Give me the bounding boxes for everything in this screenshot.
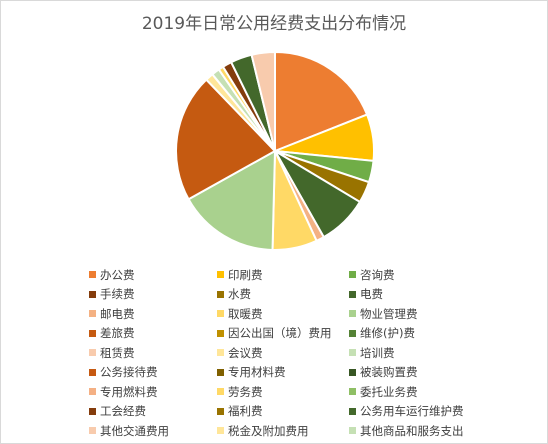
legend-label: 邮电费 bbox=[100, 306, 135, 321]
legend-swatch bbox=[89, 368, 96, 376]
legend-label: 其他商品和服务支出 bbox=[360, 423, 464, 438]
legend-item-6: 邮电费 bbox=[89, 304, 217, 324]
legend-item-14: 培训费 bbox=[349, 343, 547, 363]
legend-item-24: 其他交通费用 bbox=[89, 421, 217, 441]
legend-item-16: 专用材料费 bbox=[217, 363, 349, 383]
legend-item-25: 税金及附加费用 bbox=[217, 421, 349, 441]
legend-label: 会议费 bbox=[228, 345, 263, 360]
legend-item-23: 公务用车运行维护费 bbox=[349, 402, 547, 422]
legend-swatch bbox=[349, 427, 356, 435]
legend-item-7: 取暖费 bbox=[217, 304, 349, 324]
legend-swatch bbox=[349, 310, 356, 318]
legend-swatch bbox=[89, 329, 96, 337]
legend-swatch bbox=[349, 271, 356, 279]
legend-item-20: 委托业务费 bbox=[349, 382, 547, 402]
legend-item-10: 因公出国（境）费用 bbox=[217, 324, 349, 344]
legend-item-5: 电费 bbox=[349, 285, 547, 305]
legend-label: 公务接待费 bbox=[100, 365, 158, 380]
legend-swatch bbox=[89, 349, 96, 357]
legend-label: 公务用车运行维护费 bbox=[360, 404, 464, 419]
legend-label: 委托业务费 bbox=[360, 384, 418, 399]
legend-swatch bbox=[217, 329, 224, 337]
legend-item-13: 会议费 bbox=[217, 343, 349, 363]
legend-item-12: 租赁费 bbox=[89, 343, 217, 363]
pie-slice-0 bbox=[274, 50, 369, 153]
legend-swatch bbox=[89, 290, 96, 298]
legend-item-21: 工会经费 bbox=[89, 402, 217, 422]
legend-item-0: 办公费 bbox=[89, 265, 217, 285]
legend-label: 电费 bbox=[360, 287, 383, 302]
legend-swatch bbox=[217, 427, 224, 435]
legend-label: 咨询费 bbox=[360, 267, 395, 282]
legend-label: 印刷费 bbox=[228, 267, 263, 282]
legend-swatch bbox=[349, 329, 356, 337]
legend-swatch bbox=[217, 368, 224, 376]
pie-slice-8 bbox=[187, 149, 277, 251]
legend-item-26: 其他商品和服务支出 bbox=[349, 421, 547, 441]
legend-label: 取暖费 bbox=[228, 306, 263, 321]
legend-label: 工会经费 bbox=[100, 404, 146, 419]
legend-swatch bbox=[349, 388, 356, 396]
pie-slice-9 bbox=[175, 78, 277, 201]
legend-label: 因公出国（境）费用 bbox=[228, 326, 332, 341]
legend-swatch bbox=[217, 388, 224, 396]
legend-swatch bbox=[217, 290, 224, 298]
legend-swatch bbox=[349, 290, 356, 298]
legend-swatch bbox=[89, 388, 96, 396]
legend-label: 税金及附加费用 bbox=[228, 423, 309, 438]
legend-swatch bbox=[217, 349, 224, 357]
legend-label: 劳务费 bbox=[228, 384, 263, 399]
legend-swatch bbox=[349, 349, 356, 357]
legend-item-1: 印刷费 bbox=[217, 265, 349, 285]
pie-slice-24 bbox=[250, 50, 276, 152]
legend-item-17: 被装购置费 bbox=[349, 363, 547, 383]
legend-swatch bbox=[89, 271, 96, 279]
legend-label: 维修(护)费 bbox=[360, 326, 415, 341]
legend-swatch bbox=[89, 427, 96, 435]
legend-item-3: 手续费 bbox=[89, 285, 217, 305]
legend-item-8: 物业管理费 bbox=[349, 304, 547, 324]
legend-item-15: 公务接待费 bbox=[89, 363, 217, 383]
legend-item-19: 劳务费 bbox=[217, 382, 349, 402]
legend-item-2: 咨询费 bbox=[349, 265, 547, 285]
legend-label: 培训费 bbox=[360, 345, 395, 360]
legend-label: 差旅费 bbox=[100, 326, 135, 341]
legend-item-22: 福利费 bbox=[217, 402, 349, 422]
legend-swatch bbox=[217, 310, 224, 318]
chart-title: 2019年日常公用经费支出分布情况 bbox=[141, 14, 407, 34]
legend-swatch bbox=[89, 310, 96, 318]
legend-label: 租赁费 bbox=[100, 345, 135, 360]
legend-swatch bbox=[217, 271, 224, 279]
legend-label: 其他交通费用 bbox=[100, 423, 169, 438]
legend-swatch bbox=[217, 407, 224, 415]
legend-label: 被装购置费 bbox=[360, 365, 418, 380]
legend-label: 水费 bbox=[228, 287, 251, 302]
legend-label: 专用材料费 bbox=[228, 365, 286, 380]
legend-label: 物业管理费 bbox=[360, 306, 418, 321]
legend: 办公费 印刷费 咨询费手续费 水费 电费邮电费 取暖费 物业管理费差旅费 因公出国（境）费用 维… bbox=[89, 265, 547, 441]
legend-swatch bbox=[89, 407, 96, 415]
legend-item-11: 维修(护)费 bbox=[349, 324, 547, 344]
legend-label: 办公费 bbox=[100, 267, 135, 282]
legend-swatch bbox=[349, 368, 356, 376]
legend-label: 手续费 bbox=[100, 287, 135, 302]
legend-label: 专用燃料费 bbox=[100, 384, 158, 399]
legend-item-4: 水费 bbox=[217, 285, 349, 305]
legend-item-9: 差旅费 bbox=[89, 324, 217, 344]
legend-item-18: 专用燃料费 bbox=[89, 382, 217, 402]
legend-label: 福利费 bbox=[228, 404, 263, 419]
legend-swatch bbox=[349, 407, 356, 415]
